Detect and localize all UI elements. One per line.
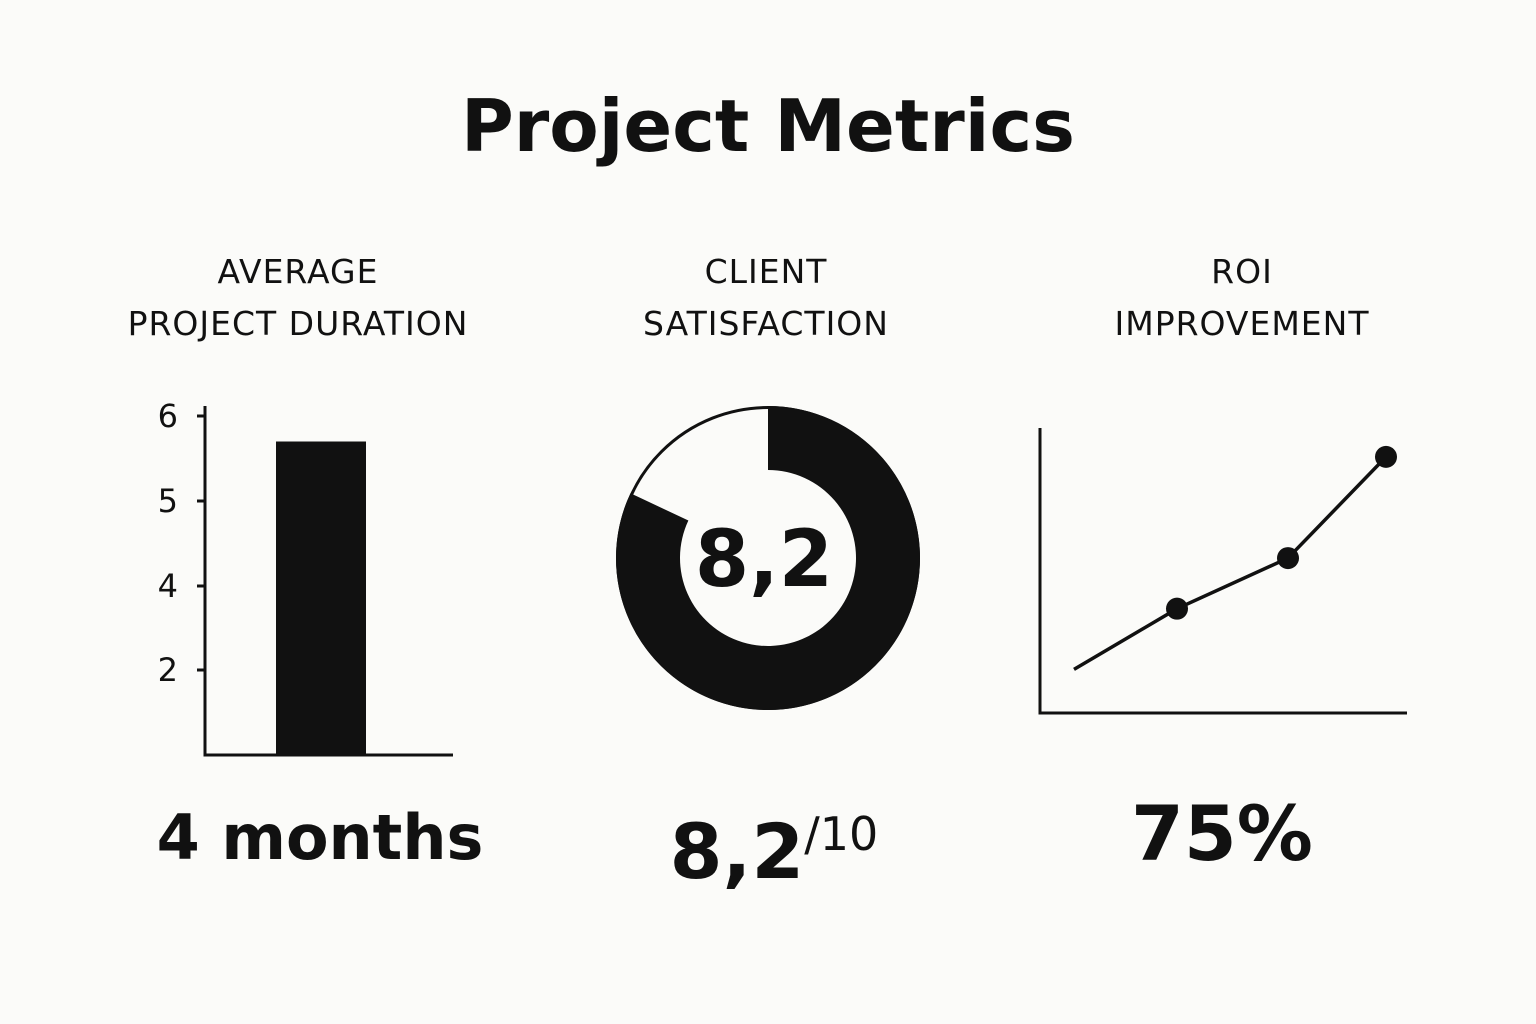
- bar-y-tick-label: 6: [158, 397, 178, 435]
- roi-heading-line1: ROI: [1211, 252, 1273, 291]
- satisfaction-value: 8,2/10: [574, 786, 974, 900]
- duration-bar: [276, 441, 366, 755]
- satisfaction-slice: [615, 406, 920, 710]
- page-title: Project Metrics: [460, 84, 1076, 168]
- bar-y-tick-label: 2: [158, 651, 178, 689]
- bar-y-tick-label: 4: [158, 567, 178, 605]
- satisfaction-value-main: 8,2: [669, 807, 805, 896]
- roi-value: 75%: [1131, 789, 1313, 878]
- duration-value: 4 months: [156, 801, 484, 874]
- satisfaction-heading-line2: SATISFACTION: [643, 304, 889, 343]
- roi-point: [1166, 597, 1188, 620]
- roi-heading: ROI IMPROVEMENT: [1032, 246, 1452, 350]
- satisfaction-heading-line1: CLIENT: [704, 252, 828, 291]
- duration-heading-line2: PROJECT DURATION: [127, 304, 469, 343]
- duration-heading-line1: AVERAGE: [217, 252, 379, 291]
- roi-line: [1073, 455, 1388, 671]
- satisfaction-center-label: 8,2: [695, 515, 833, 605]
- bar-y-tick-label: 5: [158, 482, 178, 520]
- satisfaction-value-suffix: /10: [804, 807, 879, 861]
- roi-point: [1375, 445, 1397, 468]
- roi-point: [1277, 547, 1299, 570]
- duration-heading: AVERAGE PROJECT DURATION: [88, 246, 508, 350]
- roi-heading-line2: IMPROVEMENT: [1114, 304, 1370, 343]
- satisfaction-heading: CLIENT SATISFACTION: [556, 246, 976, 350]
